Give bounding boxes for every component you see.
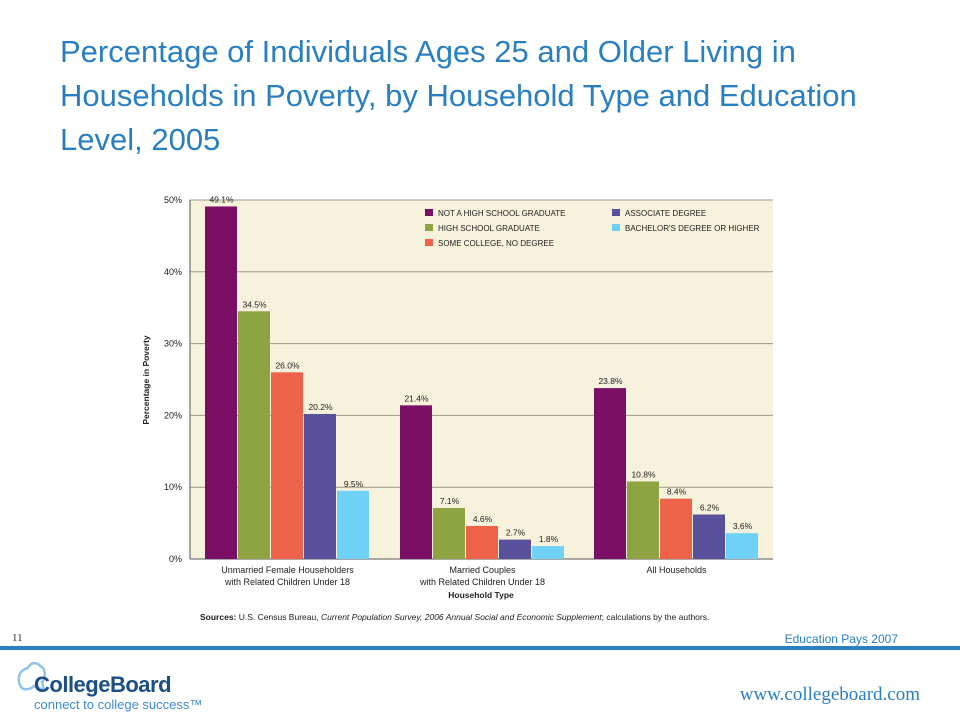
bar-value-label: 9.5% [344, 479, 364, 489]
bar [466, 525, 498, 559]
sources-label: Sources: [200, 612, 237, 622]
bar-value-label: 2.7% [506, 528, 526, 538]
x-axis-title: Household Type [448, 590, 514, 600]
bar [499, 539, 531, 559]
y-tick-label: 10% [164, 482, 182, 492]
bar [205, 206, 237, 559]
bar-value-label: 1.8% [539, 534, 559, 544]
legend-label: ASSOCIATE DEGREE [625, 209, 706, 218]
sources-text-1: U.S. Census Bureau, [236, 612, 321, 622]
bar [304, 413, 336, 559]
bar-value-label: 49.1% [209, 194, 234, 204]
legend-swatch [612, 209, 620, 216]
bar [726, 533, 758, 559]
y-tick-label: 30% [164, 339, 182, 349]
page-number: 11 [12, 632, 23, 644]
report-name: Education Pays 2007 [784, 632, 898, 646]
legend-swatch [425, 209, 433, 216]
x-category-label: with Related Children Under 18 [419, 577, 545, 587]
bar [627, 481, 659, 559]
bar [433, 508, 465, 559]
bar [238, 311, 270, 559]
legend-swatch [425, 224, 433, 231]
legend-label: SOME COLLEGE, NO DEGREE [438, 239, 554, 248]
x-category-label: with Related Children Under 18 [224, 577, 350, 587]
collegeboard-logo[interactable]: CollegeBoard connect to college success™ [12, 656, 252, 716]
bar-value-label: 20.2% [308, 402, 333, 412]
bar-value-label: 3.6% [733, 521, 753, 531]
bar-value-label: 21.4% [404, 393, 429, 403]
slide-title: Percentage of Individuals Ages 25 and Ol… [60, 34, 857, 157]
bar-value-label: 6.2% [700, 502, 720, 512]
bar [693, 514, 725, 559]
legend-swatch [612, 224, 620, 231]
legend-label: HIGH SCHOOL GRADUATE [438, 224, 540, 233]
logo-wordmark: CollegeBoard [34, 672, 172, 697]
y-tick-label: 40% [164, 267, 182, 277]
logo-tagline: connect to college success™ [34, 697, 203, 712]
bar [337, 490, 369, 559]
x-category-label: All Households [646, 565, 707, 575]
legend-label: BACHELOR'S DEGREE OR HIGHER [625, 224, 760, 233]
bar [400, 405, 432, 559]
bar-value-label: 34.5% [242, 299, 267, 309]
bar [532, 546, 564, 559]
x-category-label: Unmarried Female Householders [221, 565, 354, 575]
website-url[interactable]: www.collegeboard.com [739, 684, 920, 705]
bar-value-label: 7.1% [440, 496, 460, 506]
acorn-icon [17, 662, 46, 693]
sources-note: Sources: U.S. Census Bureau, Current Pop… [200, 612, 900, 622]
bar-value-label: 26.0% [275, 360, 300, 370]
bar-value-label: 23.8% [598, 376, 623, 386]
bar-value-label: 4.6% [473, 514, 493, 524]
x-category-label: Married Couples [449, 565, 516, 575]
y-tick-label: 20% [164, 410, 182, 420]
footer-divider [0, 646, 960, 650]
bar [660, 498, 692, 559]
y-tick-label: 0% [169, 554, 182, 564]
bar [594, 388, 626, 559]
y-tick-label: 50% [164, 195, 182, 205]
sources-publication: Current Population Survey, 2006 Annual S… [320, 612, 602, 622]
bar-value-label: 10.8% [631, 469, 656, 479]
bar-chart: 0% 10% 20% 30% 40% 50% 49.1% 21.4% 23.8% 34.5% 7.1… [141, 194, 773, 600]
legend-label: NOT A HIGH SCHOOL GRADUATE [438, 209, 565, 218]
legend-swatch [425, 239, 433, 246]
y-axis-title: Percentage in Poverty [141, 335, 151, 425]
bar-value-label: 8.4% [667, 487, 687, 497]
bar [271, 372, 303, 559]
sources-text-2: ; calculations by the authors. [601, 612, 710, 622]
